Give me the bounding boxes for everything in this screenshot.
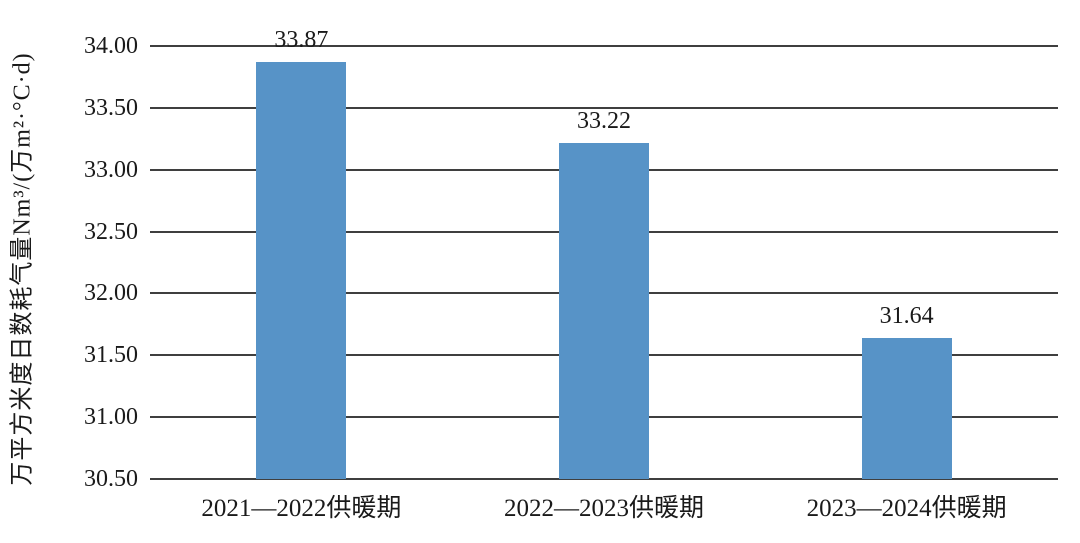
bar-value-label: 31.64 xyxy=(879,302,934,329)
gridline xyxy=(150,478,1058,480)
y-tick-label: 31.50 xyxy=(84,342,138,369)
bar xyxy=(861,337,952,479)
bar-value-label: 33.87 xyxy=(274,27,329,54)
bars-layer: 33.87 33.22 31.64 xyxy=(150,28,1058,479)
gridline xyxy=(150,106,1058,109)
category-label: 2021—2022供暖期 xyxy=(201,495,402,522)
bar-slot: 31.64 xyxy=(755,46,1058,479)
y-tick-label: 32.00 xyxy=(84,280,138,307)
plot-area: 33.87 33.22 31.64 2021—2022供暖期 2022—2023供暖期… xyxy=(84,28,1058,522)
bar-slot: 33.87 xyxy=(150,28,453,479)
y-axis-label: 万平方米度日数耗气量Nm³/(万m²·°C·d) xyxy=(9,52,36,486)
bar-value-label: 33.22 xyxy=(577,107,631,134)
category-label: 2022—2023供暖期 xyxy=(504,495,705,522)
y-tick-label: 33.00 xyxy=(84,156,138,183)
y-tick-label: 30.50 xyxy=(84,466,138,492)
bar xyxy=(559,142,649,479)
y-tick-label: 33.50 xyxy=(84,94,138,121)
y-tick-label: 34.00 xyxy=(84,33,138,59)
bar xyxy=(256,62,347,479)
y-tick-label: 32.50 xyxy=(84,218,138,245)
category-label: 2023—2024供暖期 xyxy=(806,495,1007,522)
gridline xyxy=(150,45,1058,47)
y-tick-label: 31.00 xyxy=(84,404,138,431)
bar-slot: 33.22 xyxy=(453,46,756,479)
x-axis-category-labels: 2021—2022供暖期 2022—2023供暖期 2023—2024供暖期 xyxy=(150,488,1058,524)
